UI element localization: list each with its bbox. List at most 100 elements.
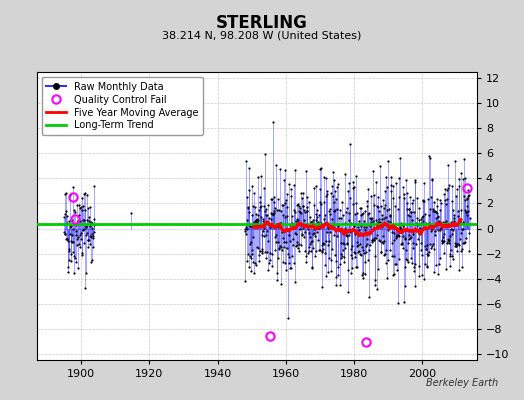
Point xyxy=(407,234,416,240)
Point xyxy=(81,207,90,213)
Point xyxy=(317,220,325,227)
Point xyxy=(454,208,462,214)
Point xyxy=(462,209,470,216)
Point xyxy=(324,238,333,244)
Point xyxy=(332,274,340,280)
Point xyxy=(422,264,431,270)
Point xyxy=(430,245,439,252)
Point xyxy=(419,218,427,225)
Legend: Raw Monthly Data, Quality Control Fail, Five Year Moving Average, Long-Term Tren: Raw Monthly Data, Quality Control Fail, … xyxy=(41,77,203,135)
Point xyxy=(465,215,474,222)
Point xyxy=(286,238,294,244)
Point xyxy=(289,223,297,230)
Point xyxy=(412,240,420,247)
Point xyxy=(71,221,79,227)
Point xyxy=(329,193,337,199)
Point xyxy=(295,248,303,254)
Point xyxy=(369,168,377,174)
Point xyxy=(418,252,426,259)
Point xyxy=(286,222,294,228)
Point xyxy=(424,153,433,159)
Point xyxy=(372,216,380,223)
Point xyxy=(321,262,330,268)
Point xyxy=(355,232,364,238)
Point xyxy=(312,248,320,254)
Point xyxy=(287,225,296,232)
Point xyxy=(303,208,311,214)
Point xyxy=(318,284,326,290)
Point xyxy=(411,177,419,183)
Point xyxy=(305,234,314,240)
Point xyxy=(333,223,342,230)
Point xyxy=(260,233,269,239)
Point xyxy=(411,220,420,226)
Point xyxy=(416,225,424,231)
Point xyxy=(409,240,417,246)
Point xyxy=(396,224,404,230)
Point xyxy=(67,223,75,229)
Point xyxy=(373,231,381,238)
Point xyxy=(292,231,300,238)
Point xyxy=(260,225,268,231)
Point xyxy=(272,162,280,168)
Point xyxy=(256,199,265,205)
Point xyxy=(305,248,313,254)
Point xyxy=(331,188,339,194)
Point xyxy=(356,241,364,248)
Point xyxy=(413,195,421,201)
Point xyxy=(448,198,456,205)
Point xyxy=(321,175,330,181)
Point xyxy=(365,210,373,216)
Point xyxy=(278,228,287,235)
Point xyxy=(417,220,425,226)
Point xyxy=(439,219,447,226)
Point xyxy=(281,260,289,266)
Point xyxy=(252,262,260,268)
Point xyxy=(320,241,329,248)
Point xyxy=(372,179,380,186)
Point xyxy=(456,216,465,222)
Point xyxy=(288,212,296,219)
Point xyxy=(353,243,362,250)
Point xyxy=(292,239,301,245)
Point xyxy=(126,209,135,216)
Point xyxy=(87,219,95,225)
Point xyxy=(340,254,348,260)
Point xyxy=(358,246,367,253)
Point xyxy=(357,271,366,278)
Point xyxy=(374,219,382,225)
Point xyxy=(65,257,73,264)
Point xyxy=(273,206,281,213)
Point xyxy=(462,195,471,201)
Point xyxy=(438,237,446,244)
Point xyxy=(294,200,302,207)
Point xyxy=(255,207,263,214)
Point xyxy=(279,258,287,265)
Point xyxy=(351,230,359,237)
Point xyxy=(352,200,360,206)
Point xyxy=(294,208,303,214)
Point xyxy=(450,212,458,218)
Point xyxy=(81,223,90,230)
Point xyxy=(255,258,263,264)
Point xyxy=(364,256,372,263)
Point xyxy=(431,232,439,238)
Point xyxy=(347,264,356,271)
Point xyxy=(250,270,258,276)
Point xyxy=(368,237,376,244)
Point xyxy=(447,183,456,189)
Point xyxy=(260,185,268,192)
Point xyxy=(391,234,400,241)
Point xyxy=(257,214,265,220)
Point xyxy=(366,223,375,229)
Point xyxy=(300,216,309,223)
Point xyxy=(401,247,410,253)
Point xyxy=(425,249,433,255)
Point xyxy=(82,232,90,238)
Point xyxy=(352,173,361,179)
Point xyxy=(271,204,279,211)
Point xyxy=(324,225,332,232)
Point xyxy=(373,202,381,209)
Point xyxy=(312,228,321,235)
Point xyxy=(420,180,428,186)
